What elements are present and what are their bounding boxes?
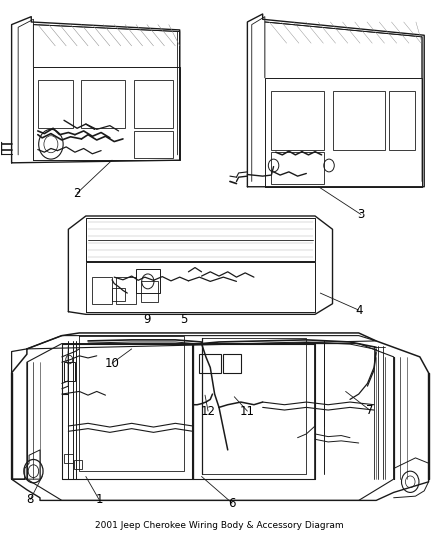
Bar [134, 131, 173, 158]
Bar [141, 281, 158, 302]
Text: 5: 5 [180, 313, 188, 326]
Bar [134, 80, 173, 128]
Bar [272, 152, 324, 184]
Bar [199, 354, 221, 373]
Bar [332, 91, 385, 150]
Text: 10: 10 [105, 357, 120, 370]
Bar [74, 460, 82, 469]
Bar [92, 277, 112, 304]
Bar [272, 91, 324, 150]
Text: 8: 8 [27, 493, 34, 506]
Text: 2001 Jeep Cherokee Wiring Body & Accessory Diagram: 2001 Jeep Cherokee Wiring Body & Accesso… [95, 521, 343, 530]
Text: 3: 3 [357, 208, 364, 221]
Bar [38, 80, 73, 128]
Text: 6: 6 [228, 497, 236, 510]
Bar [81, 80, 125, 128]
Bar [117, 277, 136, 304]
Text: 9: 9 [143, 313, 151, 326]
Text: 4: 4 [355, 304, 363, 317]
Text: 2: 2 [73, 187, 81, 200]
Bar [136, 269, 160, 293]
Text: 12: 12 [201, 405, 215, 417]
Bar [64, 362, 75, 381]
Bar [389, 91, 416, 150]
Bar [64, 454, 73, 463]
Text: 1: 1 [95, 493, 102, 506]
Bar [112, 288, 125, 301]
Text: 7: 7 [366, 403, 373, 416]
Text: 11: 11 [240, 405, 255, 417]
Bar [223, 354, 241, 373]
